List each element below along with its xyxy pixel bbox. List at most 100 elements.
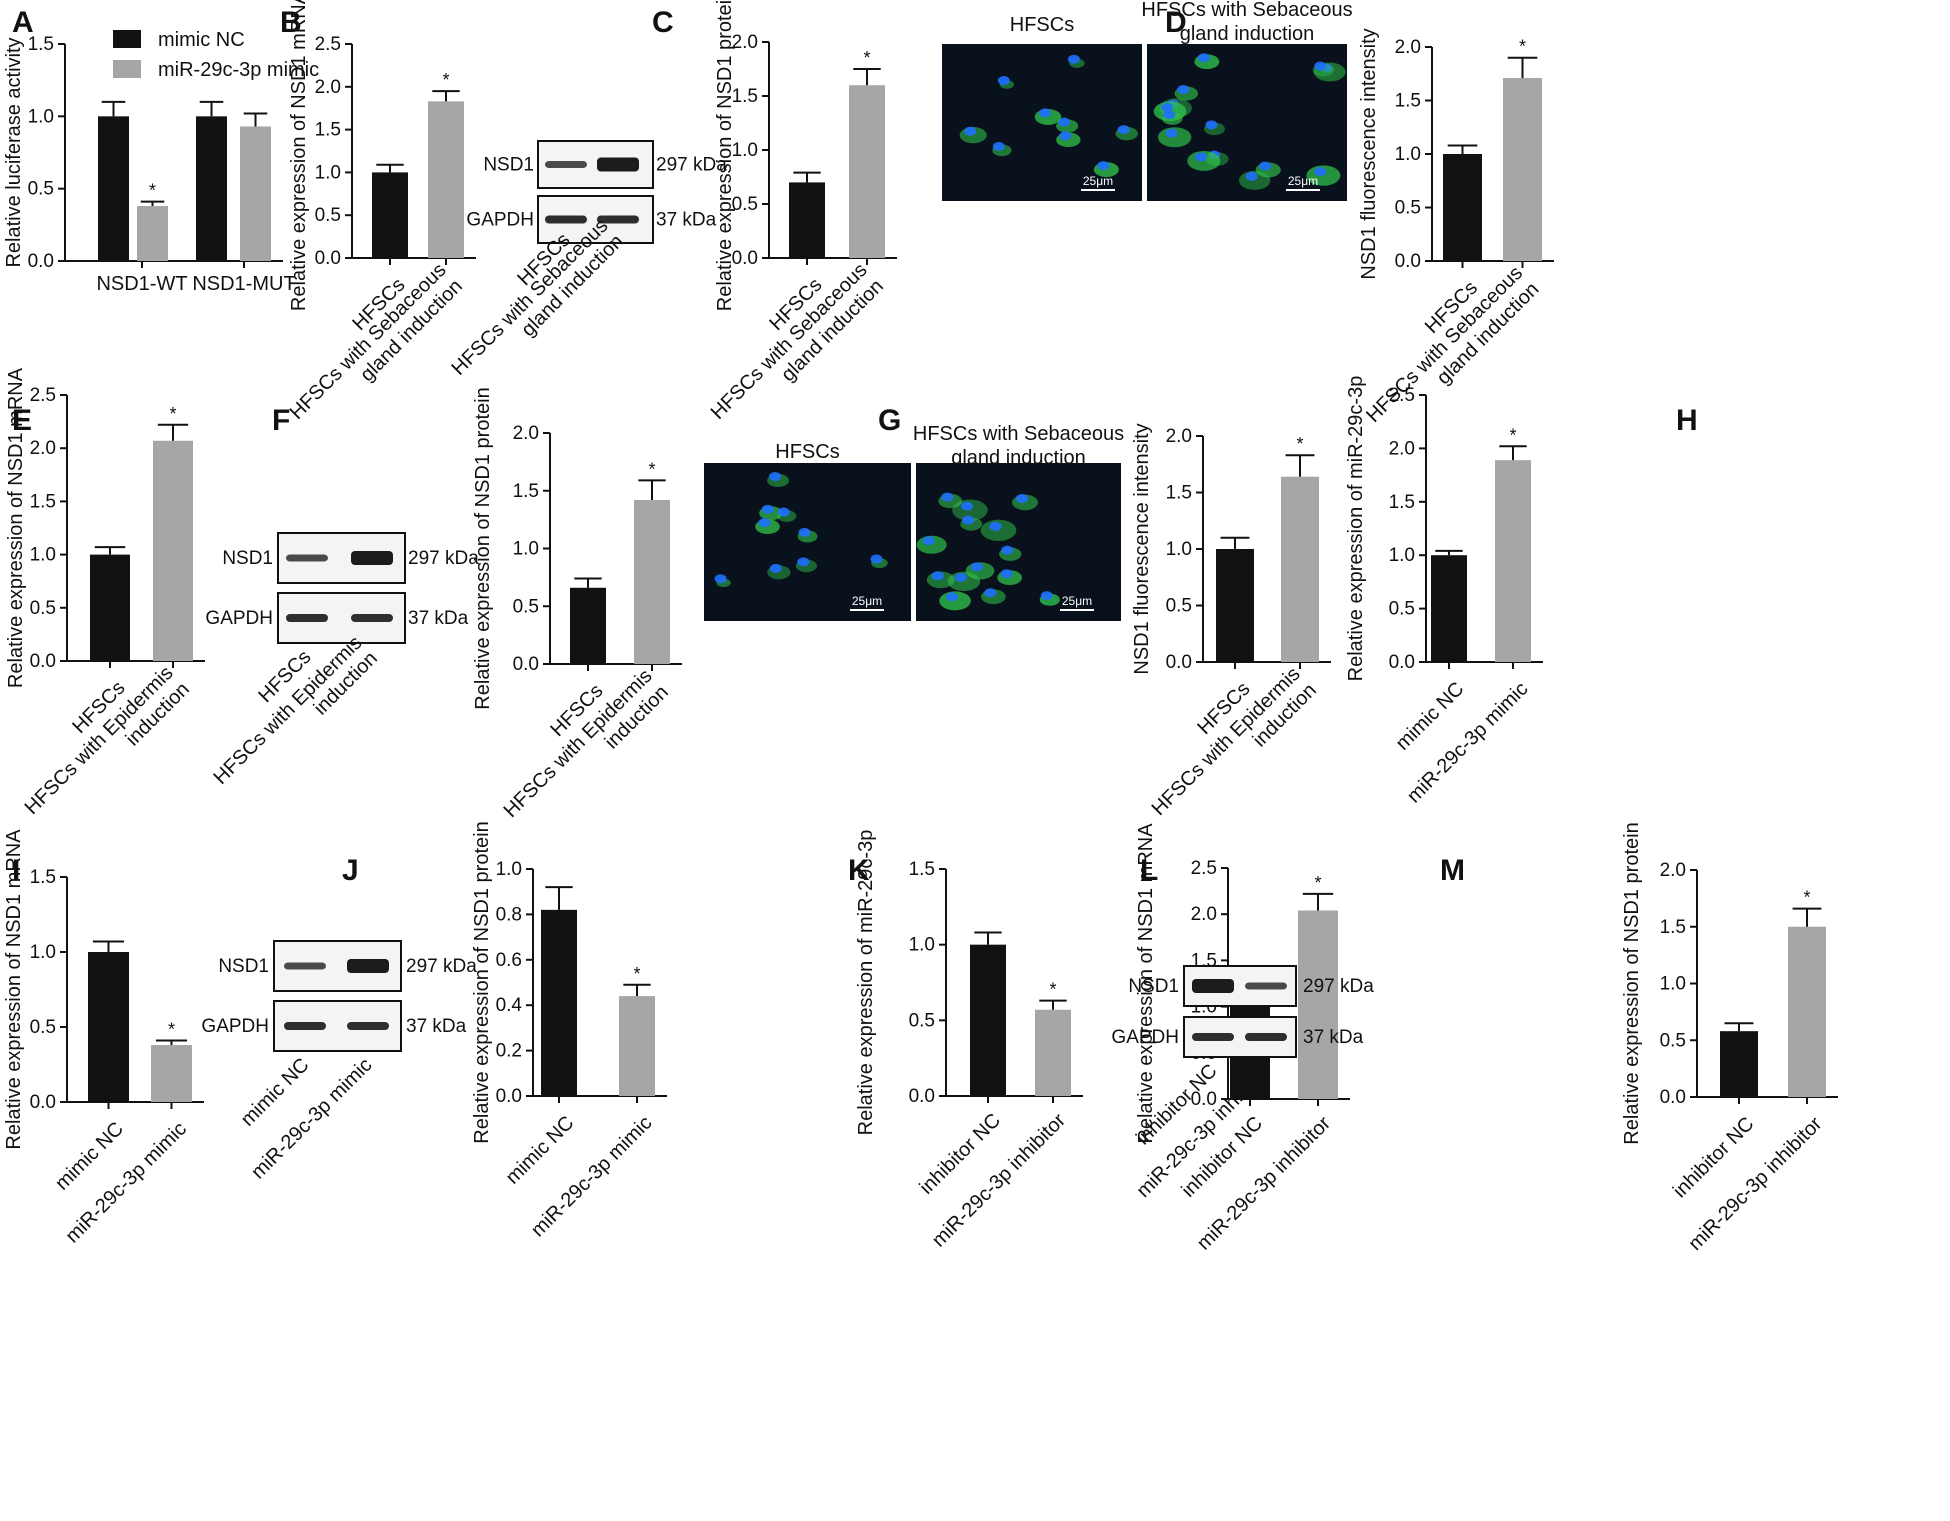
blot-band [284, 1022, 326, 1030]
y-axis-label: NSD1 fluorescence intensity [1131, 423, 1153, 674]
cell-nucleus [931, 571, 944, 581]
scale-bar-label: 25μm [1083, 174, 1113, 188]
panel-d: D 0.0 0.5 1.0 1.5 2.0 NSD1 fluorescence intens… [942, 0, 1554, 427]
y-tick-label: 1.0 [909, 935, 935, 956]
y-tick-label: 0.0 [30, 1092, 56, 1113]
bar [541, 909, 577, 1096]
legend-swatch [113, 30, 141, 48]
panel-label: E [12, 404, 32, 437]
y-tick-label: 2.0 [1395, 37, 1421, 58]
cell-nucleus [992, 141, 1005, 151]
y-tick-label: 0.0 [1389, 652, 1415, 673]
y-tick-label: 1.5 [315, 120, 341, 141]
x-category-label: miR-29c-3p inhibitor [1684, 1113, 1826, 1255]
y-tick-label: 0.0 [28, 251, 54, 272]
y-tick-label: 1.0 [28, 106, 54, 127]
significance-star: * [1519, 37, 1526, 57]
y-tick-label: 0.5 [513, 596, 539, 617]
micro-title: HFSCs with Sebaceous gland induction [1141, 0, 1352, 45]
cell-nucleus [1117, 125, 1130, 135]
y-tick-label: 0.5 [1166, 596, 1192, 617]
panel-label: I [12, 854, 20, 887]
y-tick-label: 2.0 [732, 32, 758, 53]
bar [1720, 1031, 1758, 1097]
cell-nucleus [1245, 171, 1258, 181]
blot-band [1245, 982, 1287, 990]
cell-cytoplasm [980, 519, 1017, 542]
y-tick-label: 1.5 [1395, 91, 1421, 112]
y-tick-label: 2.0 [1389, 438, 1415, 459]
significance-star: * [168, 1020, 175, 1040]
blot-label: GAPDH [466, 210, 534, 231]
cell-nucleus [1177, 84, 1190, 94]
micro-title: HFSCs with Sebaceous gland induction [913, 423, 1124, 469]
cell-nucleus [997, 76, 1010, 86]
cell-nucleus [960, 501, 973, 511]
y-tick-label: 0.0 [1395, 251, 1421, 272]
x-category-label: miR-29c-3p mimic [61, 1118, 190, 1247]
y-tick-label: 2.0 [1660, 860, 1686, 881]
cell-nucleus [1040, 591, 1053, 601]
blot-label: NSD1 [218, 956, 269, 977]
bar [90, 554, 130, 661]
blot-band [545, 215, 587, 224]
cell-nucleus [954, 572, 967, 582]
significance-star: * [442, 70, 449, 90]
y-tick-label: 0.0 [315, 248, 341, 269]
microscopy-panels: 25μm HFSCs 25μm HFSCs with Sebaceous gland i… [942, 0, 1353, 201]
significance-star: * [1803, 888, 1810, 908]
bar [153, 440, 193, 661]
y-tick-label: 0.5 [909, 1010, 935, 1031]
panel-k: K 0.0 0.5 1.0 1.5 Relative expression of miR-… [848, 830, 1083, 1252]
y-tick-label: 1.5 [1389, 492, 1415, 513]
bar [1788, 926, 1826, 1097]
y-tick-label: 1.5 [1660, 917, 1686, 938]
y-tick-label: 0.2 [496, 1041, 522, 1062]
x-category-label: miR-29c-3p mimic [1403, 678, 1532, 807]
bar [1503, 78, 1542, 261]
blot-band [286, 554, 328, 562]
cell-nucleus [1205, 120, 1218, 130]
y-axis-label: Relative luciferase activity [3, 37, 25, 267]
y-tick-label: 0.5 [1395, 198, 1421, 219]
bar [151, 1045, 192, 1102]
y-tick-label: 1.0 [1166, 539, 1192, 560]
cell-nucleus [1165, 128, 1178, 138]
y-axis-label: Relative expression of NSD1 protein [472, 387, 494, 709]
y-tick-label: 1.5 [513, 481, 539, 502]
bar [428, 101, 464, 259]
cell-nucleus [970, 562, 983, 572]
y-tick-label: 1.0 [732, 140, 758, 161]
y-axis-label: Relative expression of NSD1 mRNA [5, 367, 27, 688]
y-tick-label: 1.0 [1389, 545, 1415, 566]
bar [849, 85, 885, 258]
x-category-label: HFSCs with Sebaceousgland induction [286, 259, 467, 440]
y-tick-label: 2.0 [30, 438, 56, 459]
cell-nucleus [1016, 493, 1029, 503]
y-tick-label: 0.5 [1389, 599, 1415, 620]
cell-nucleus [1197, 53, 1210, 63]
y-tick-label: 2.5 [1389, 385, 1415, 406]
cell-nucleus [1000, 569, 1013, 579]
y-tick-label: 2.0 [1191, 904, 1217, 925]
blot-size: 297 kDa [406, 956, 477, 977]
bar [240, 126, 271, 262]
blot-lane-label: miR-29c-3p mimic [247, 1054, 376, 1183]
cell-nucleus [1163, 110, 1176, 120]
cell-nucleus [1314, 61, 1327, 71]
bar [98, 116, 129, 261]
scale-bar-label: 25μm [852, 594, 882, 608]
y-tick-label: 1.5 [30, 867, 56, 888]
bar [1431, 555, 1467, 662]
cell-nucleus [962, 515, 975, 525]
blot-label: NSD1 [483, 155, 534, 176]
cell-nucleus [1001, 545, 1014, 555]
bar [970, 944, 1006, 1096]
x-category-label: mimic NC [502, 1112, 579, 1189]
panel-label: H [1676, 404, 1698, 437]
y-axis-label: Relative expression of NSD1 protein [471, 821, 493, 1143]
